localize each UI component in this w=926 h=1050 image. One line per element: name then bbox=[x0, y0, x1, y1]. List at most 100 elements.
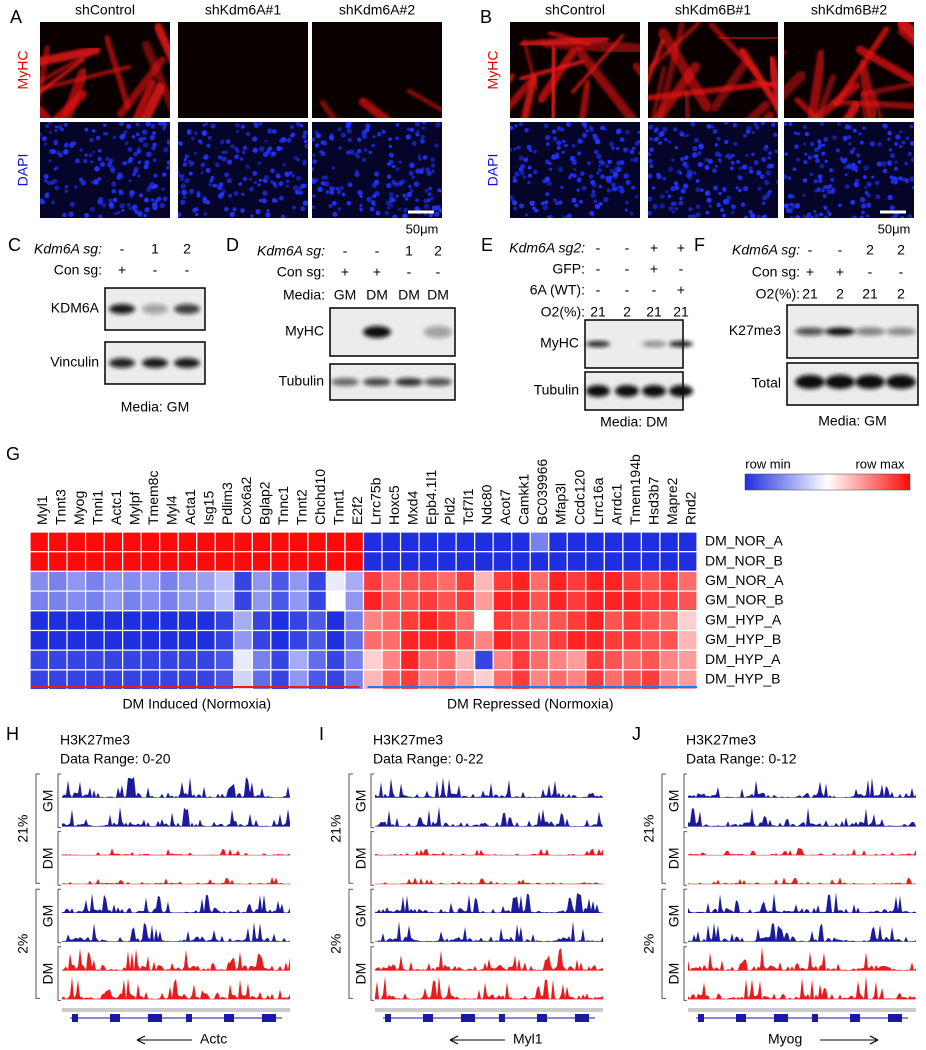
condition-value: 2 bbox=[836, 286, 844, 302]
gene-name: Actc bbox=[200, 1031, 227, 1047]
band bbox=[395, 378, 423, 386]
nucleus bbox=[589, 127, 595, 132]
nucleus bbox=[673, 127, 678, 132]
nucleus bbox=[43, 173, 49, 180]
nucleus bbox=[224, 172, 230, 178]
group-label: DM Repressed (Normoxia) bbox=[447, 696, 613, 712]
nucleus bbox=[298, 186, 302, 191]
nucleus bbox=[162, 127, 166, 131]
nucleus bbox=[234, 154, 240, 160]
nucleus bbox=[198, 139, 202, 144]
heatmap-cell bbox=[214, 570, 235, 592]
nucleus bbox=[888, 195, 892, 199]
signal-track bbox=[62, 948, 290, 971]
nucleus bbox=[895, 134, 901, 140]
gene-label: Mylpf bbox=[127, 491, 143, 525]
nucleus bbox=[688, 214, 692, 218]
nucleus bbox=[46, 180, 51, 186]
heatmap-cell bbox=[196, 629, 216, 651]
nucleus bbox=[388, 192, 394, 198]
nucleus bbox=[361, 133, 368, 139]
heatmap-cell bbox=[455, 629, 476, 651]
nucleus bbox=[802, 214, 807, 218]
condition-value: 21 bbox=[673, 304, 689, 320]
media-label: GM bbox=[40, 790, 56, 813]
heatmap-cell bbox=[399, 531, 420, 553]
nucleus bbox=[656, 172, 661, 177]
gene-label: Pld2 bbox=[442, 497, 458, 525]
fiber bbox=[40, 45, 51, 105]
nucleus bbox=[386, 206, 391, 210]
heatmap-cell bbox=[140, 629, 161, 651]
nucleus bbox=[753, 122, 758, 127]
heatmap-cell bbox=[585, 610, 605, 632]
nucleus bbox=[425, 167, 431, 173]
heatmap-cell bbox=[603, 610, 624, 632]
nucleus bbox=[889, 205, 895, 211]
nucleus bbox=[64, 189, 69, 194]
band-label: MyHC bbox=[285, 323, 324, 339]
heatmap-cell bbox=[233, 570, 253, 592]
gene-label: Lrrc16a bbox=[590, 477, 606, 525]
exon bbox=[461, 1014, 475, 1022]
nucleus bbox=[271, 151, 277, 157]
media-bracket bbox=[370, 831, 374, 886]
nucleus bbox=[578, 199, 583, 204]
nucleus bbox=[258, 122, 263, 126]
nucleus bbox=[208, 183, 212, 187]
heatmap-cell bbox=[344, 649, 365, 671]
o2-label: 21% bbox=[641, 815, 657, 843]
heatmap-cell bbox=[325, 551, 346, 573]
exon bbox=[812, 1014, 818, 1022]
dapi-image bbox=[648, 122, 778, 218]
nucleus bbox=[838, 203, 842, 208]
heatmap-cell bbox=[677, 570, 698, 592]
nucleus bbox=[615, 146, 620, 151]
nucleus bbox=[793, 131, 798, 135]
nucleus bbox=[205, 168, 211, 173]
nucleus bbox=[533, 149, 537, 154]
nucleus bbox=[320, 140, 325, 145]
nucleus bbox=[785, 208, 791, 213]
nucleus bbox=[388, 196, 395, 203]
gene-label: Arrdc1 bbox=[608, 484, 624, 525]
nucleus bbox=[150, 123, 156, 129]
nucleus bbox=[321, 176, 326, 180]
heatmap-cell bbox=[122, 551, 142, 573]
nucleus bbox=[121, 208, 125, 213]
nucleus bbox=[513, 147, 517, 151]
nucleus bbox=[763, 145, 769, 152]
nucleus bbox=[242, 176, 248, 182]
nucleus bbox=[737, 174, 742, 180]
nucleus bbox=[126, 203, 131, 207]
condition-value: 21 bbox=[862, 286, 878, 302]
nucleus bbox=[312, 159, 317, 165]
column-header: shControl bbox=[545, 2, 605, 18]
nucleus bbox=[882, 123, 889, 129]
signal-track bbox=[688, 777, 916, 798]
heatmap-cell bbox=[548, 570, 568, 592]
gene-label: Tnni1 bbox=[90, 490, 106, 525]
fiber bbox=[579, 79, 592, 118]
nucleus bbox=[817, 139, 822, 144]
nucleus bbox=[240, 208, 245, 213]
heatmap-cell bbox=[159, 551, 179, 573]
nucleus bbox=[605, 163, 610, 169]
nucleus bbox=[790, 194, 795, 199]
nucleus bbox=[224, 206, 229, 212]
nucleus bbox=[581, 132, 588, 138]
nucleus bbox=[399, 179, 406, 185]
nucleus bbox=[890, 153, 895, 159]
nucleus bbox=[73, 184, 78, 189]
nucleus bbox=[561, 139, 566, 144]
nucleus bbox=[749, 169, 754, 174]
nucleus bbox=[255, 208, 261, 215]
nucleus bbox=[592, 133, 597, 138]
nucleus bbox=[124, 130, 128, 134]
fiber bbox=[139, 82, 166, 118]
heatmap-cell bbox=[270, 629, 290, 651]
heatmap-cell bbox=[140, 551, 161, 573]
nucleus bbox=[724, 139, 729, 145]
heatmap-cell bbox=[418, 570, 439, 592]
fiber bbox=[571, 34, 625, 94]
